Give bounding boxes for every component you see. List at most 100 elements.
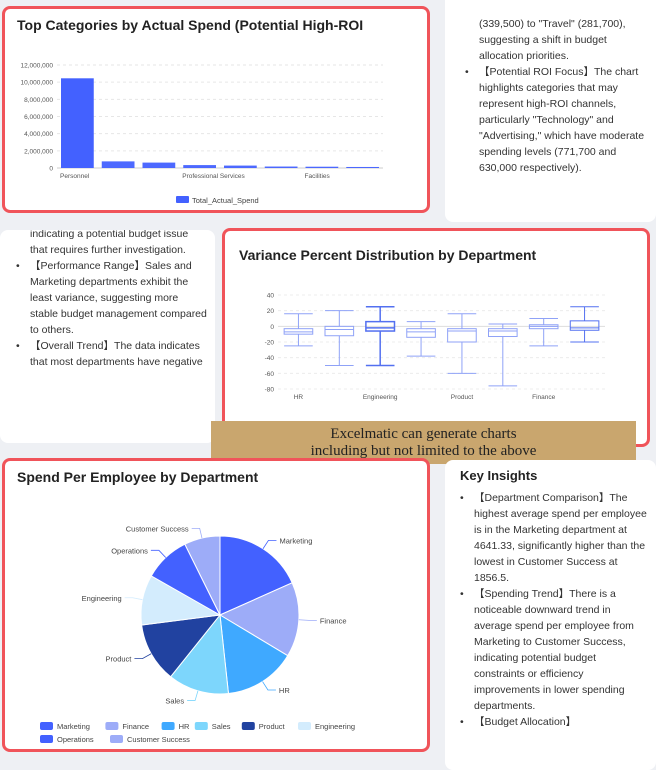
variance-chart-card: Variance Percent Distribution by Departm… xyxy=(222,228,650,447)
y-tick-label: 40 xyxy=(267,293,275,300)
top-right-text-card: (339,500) to "Travel" (281,700), suggest… xyxy=(445,0,656,222)
legend-swatch xyxy=(110,735,123,743)
bar xyxy=(224,165,257,168)
bar-chart-title: Top Categories by Actual Spend (Potentia… xyxy=(17,17,364,33)
x-tick-label: Facilities xyxy=(305,173,331,180)
legend-label: Operations xyxy=(57,735,94,744)
legend-label: Finance xyxy=(122,722,149,731)
y-tick-label: -40 xyxy=(265,355,275,362)
box-rect xyxy=(324,325,355,337)
box xyxy=(365,306,396,367)
legend-swatch xyxy=(105,722,119,730)
slice-label: Engineering xyxy=(82,594,122,603)
y-tick-label: 12,000,000 xyxy=(20,63,53,70)
label-leader xyxy=(298,619,317,621)
text-line: (339,500) to "Travel" (281,700), suggest… xyxy=(479,18,626,62)
legend-swatch xyxy=(176,196,189,203)
bar xyxy=(61,78,94,168)
x-tick-label: Engineering xyxy=(363,394,398,401)
bar xyxy=(264,166,298,168)
legend-swatch xyxy=(241,722,255,730)
slice-label: Operations xyxy=(111,546,148,555)
bullet-item: 【Potential ROI Focus】The chart highlight… xyxy=(465,64,646,176)
slice-label: Sales xyxy=(165,696,184,705)
x-tick-label: Professional Services xyxy=(182,173,245,180)
pie-chart-title: Spend Per Employee by Department xyxy=(17,469,259,485)
y-tick-label: 2,000,000 xyxy=(24,148,53,155)
label-leader xyxy=(124,597,143,601)
legend-swatch xyxy=(194,722,208,730)
slice-label: Customer Success xyxy=(126,524,189,533)
bullet-item: 【Performance Range】Sales and Marketing d… xyxy=(16,258,207,338)
box-rect xyxy=(569,320,600,331)
bar-chart: 0 2,000,000 4,000,000 6,000,000 8,000,000 10,… xyxy=(20,63,383,205)
label-leader xyxy=(187,690,199,701)
box xyxy=(569,306,600,343)
pie-slice xyxy=(218,582,300,657)
box-rect xyxy=(447,328,477,343)
y-tick-label: 6,000,000 xyxy=(24,114,53,121)
legend-swatch xyxy=(298,722,311,730)
bar xyxy=(183,165,216,168)
label-leader xyxy=(262,539,277,549)
legend-label: Engineering xyxy=(315,722,355,731)
slice-label: Finance xyxy=(320,616,347,625)
slice-label: HR xyxy=(279,686,290,695)
pie-slice xyxy=(141,614,222,678)
banner-line-1: Excelmatic can generate charts xyxy=(330,426,517,442)
bullet-item: 【Budget Allocation】 xyxy=(460,714,648,730)
bar xyxy=(305,166,339,168)
x-tick-label: Product xyxy=(451,394,474,401)
legend-swatch xyxy=(40,735,53,743)
label-leader xyxy=(262,681,276,691)
slice-label: Product xyxy=(106,655,133,664)
box xyxy=(324,310,355,366)
legend-label: Sales xyxy=(212,722,231,731)
banner-line-2: including but not limited to the above xyxy=(310,443,537,459)
box-rect xyxy=(406,328,436,338)
slice-label: Marketing xyxy=(279,536,312,545)
x-tick-label: Finance xyxy=(532,394,556,401)
box xyxy=(447,313,477,374)
pie-chart: Marketing Finance HR Sales Product Engineerin… xyxy=(40,524,355,744)
box xyxy=(528,318,559,347)
label-leader xyxy=(191,527,203,539)
y-tick-label: 20 xyxy=(267,308,275,315)
label-leader xyxy=(150,549,167,558)
y-tick-label: 0 xyxy=(270,324,274,331)
y-tick-label: 4,000,000 xyxy=(24,131,53,138)
y-tick-label: 8,000,000 xyxy=(24,97,53,104)
legend-swatch xyxy=(161,722,175,730)
legend-label: Total_Actual_Spend xyxy=(192,196,259,205)
pie-slice xyxy=(219,535,293,616)
legend-label: Product xyxy=(259,722,286,731)
bar xyxy=(346,166,379,168)
x-tick-label: Personnel xyxy=(60,173,90,180)
mid-left-text-card: indicating a potential budget issue that… xyxy=(0,230,215,443)
promo-banner: Excelmatic can generate charts including… xyxy=(211,421,636,464)
box-rect xyxy=(488,328,518,338)
bullet-item: 【Department Comparison】The highest avera… xyxy=(460,490,648,586)
box xyxy=(406,321,436,357)
x-tick-label: HR xyxy=(294,394,304,401)
legend-label: Customer Success xyxy=(127,735,190,744)
key-insights-card: Key Insights 【Department Comparison】The … xyxy=(445,460,656,770)
y-tick-label: -60 xyxy=(265,371,275,378)
variance-chart-title: Variance Percent Distribution by Departm… xyxy=(239,247,537,263)
bar xyxy=(142,162,176,168)
y-tick-label: 10,000,000 xyxy=(20,80,53,87)
pie-slice xyxy=(184,535,221,616)
key-insights-title: Key Insights xyxy=(460,468,538,483)
pie-slice xyxy=(169,613,230,695)
box-plot-chart: -80 -60 -40 -20 0 20 40 HR Engineering Product Fin… xyxy=(265,293,605,401)
label-leader xyxy=(134,653,152,660)
box xyxy=(283,313,314,347)
legend-label: Marketing xyxy=(57,722,90,731)
y-tick-label: -20 xyxy=(265,340,275,347)
bullet-item: 【Spending Trend】There is a noticeable do… xyxy=(460,586,648,714)
y-tick-label: -80 xyxy=(265,387,275,394)
box xyxy=(488,323,518,387)
bullet-item: 【Overall Trend】The data indicates that m… xyxy=(16,338,207,370)
legend-swatch xyxy=(40,722,53,730)
bar xyxy=(101,161,135,168)
